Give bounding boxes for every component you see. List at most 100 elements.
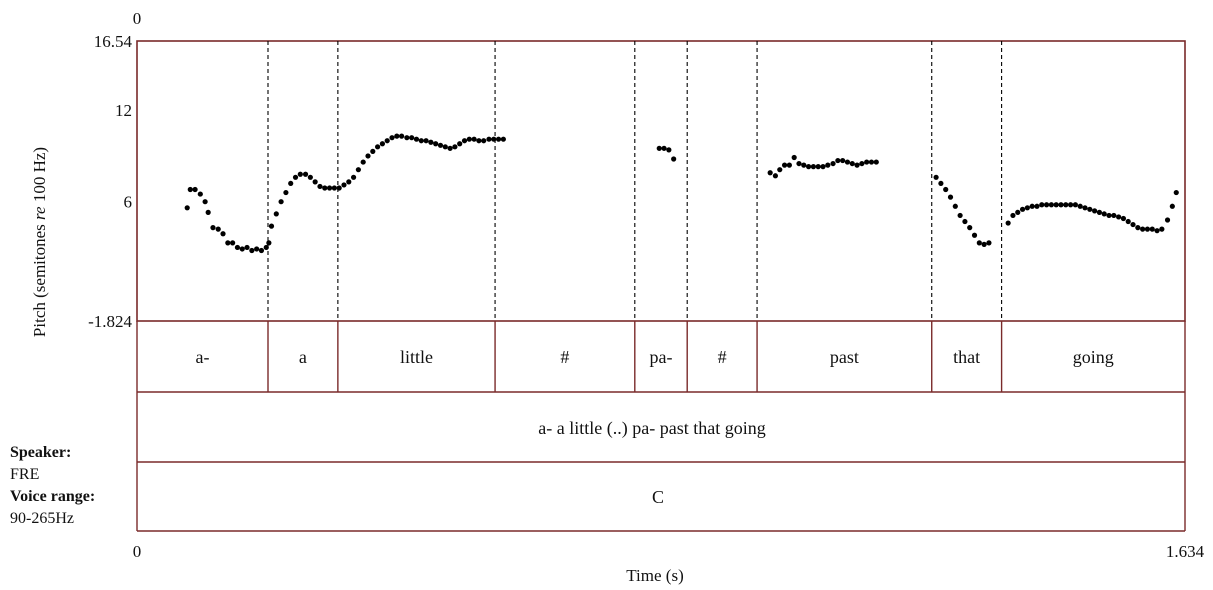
pitch-point: [1106, 212, 1112, 219]
pitch-point: [1096, 209, 1103, 215]
word-label: a: [299, 347, 307, 367]
word-tier: a-a little # pa- # past that going: [196, 347, 1114, 367]
pitch-point: [1077, 203, 1083, 209]
pitch-point: [1072, 202, 1078, 208]
pitch-point: [830, 160, 836, 167]
pitch-point: [312, 179, 318, 185]
pitch-point: [331, 185, 337, 191]
pitch-point: [326, 185, 333, 191]
pitch-point: [1043, 202, 1050, 208]
pitch-point: [278, 199, 284, 205]
pitch-point: [967, 225, 973, 231]
word-label: #: [718, 347, 727, 367]
pitch-point: [962, 218, 968, 225]
pitch-point: [825, 162, 831, 168]
pitch-point: [399, 133, 405, 139]
pitch-point: [796, 160, 802, 167]
pitch-point: [815, 164, 821, 170]
pitch-point: [854, 162, 860, 168]
pitch-point: [205, 209, 211, 215]
pitch-point: [786, 162, 792, 168]
pitch-point: [322, 185, 328, 191]
pitch-point: [1101, 211, 1107, 217]
pitch-point: [266, 240, 272, 246]
pitch-frame: [136, 40, 1186, 322]
pitch-point: [864, 159, 870, 165]
pitch-point: [341, 182, 347, 188]
type-tier-text: C: [652, 487, 664, 507]
y-tick-label: 6: [124, 193, 133, 212]
pitch-point: [810, 164, 816, 170]
word-label: a-: [196, 347, 210, 367]
word-label: pa-: [650, 347, 673, 367]
y-axis-title: Pitch (semitones re 100 Hz): [30, 147, 49, 337]
pitch-point: [302, 171, 309, 177]
tier-frames: [136, 321, 1186, 532]
word-label: that: [953, 347, 980, 367]
pitch-point: [1111, 212, 1117, 219]
pitch-point: [1159, 226, 1165, 232]
pitch-point: [1058, 202, 1064, 208]
pitch-point: [849, 160, 855, 167]
pitch-point: [249, 247, 255, 254]
pitch-point: [844, 159, 851, 165]
y-tick-labels: 16.54 12 6 -1.824: [88, 32, 132, 331]
pitch-point: [868, 159, 875, 165]
pitch-point: [384, 138, 390, 144]
pitch-point: [938, 180, 944, 187]
word-label: going: [1073, 347, 1114, 367]
pitch-point: [1029, 203, 1035, 209]
pitch-point: [1053, 202, 1059, 208]
pitch-point: [981, 241, 987, 247]
pitch-point: [230, 240, 236, 246]
pitch-point: [350, 174, 357, 180]
pitch-point: [1024, 205, 1030, 211]
pitch-point: [1082, 205, 1088, 211]
pitch-point: [437, 142, 444, 148]
pitch-point: [1010, 212, 1016, 219]
pitch-point: [268, 223, 275, 229]
pitch-point: [1120, 215, 1127, 222]
pitch-point: [283, 189, 289, 196]
pitch-point: [365, 153, 371, 159]
pitch-point: [297, 171, 303, 177]
pitch-point: [466, 136, 472, 142]
pitch-point: [234, 244, 241, 251]
pitch-point: [307, 174, 313, 180]
pitch-point: [428, 139, 434, 145]
pitch-point: [263, 244, 269, 251]
pitch-point: [976, 240, 982, 246]
pitch-point: [197, 191, 203, 197]
pitch-point: [184, 205, 190, 211]
pitch-point: [1173, 189, 1179, 196]
pitch-point: [336, 185, 342, 191]
pitch-point: [375, 144, 381, 150]
pitch-point: [777, 167, 783, 173]
pitch-point: [1087, 206, 1093, 212]
pitch-point: [986, 240, 992, 246]
pitch-point: [461, 138, 468, 144]
pitch-point: [1125, 218, 1131, 225]
pitch-point: [1169, 203, 1175, 209]
pitch-point: [215, 226, 221, 232]
pitch-point: [273, 211, 279, 217]
pitch-point: [481, 138, 487, 144]
pitch-point: [476, 138, 482, 144]
pitch-point: [859, 160, 865, 167]
pitch-point: [457, 141, 463, 147]
pitch-point: [409, 135, 415, 141]
pitch-point: [791, 154, 797, 161]
pitch-point: [220, 231, 226, 237]
pitch-point: [1149, 226, 1155, 232]
x-tick-end: 1.634: [1166, 542, 1205, 561]
pitch-points: [184, 133, 1179, 254]
pitch-point: [1135, 225, 1141, 231]
word-label: #: [560, 347, 569, 367]
pitch-point: [671, 156, 677, 162]
pitch-point: [413, 136, 420, 142]
pitch-point: [1067, 202, 1074, 208]
pitch-point: [666, 147, 672, 153]
speaker-label: Speaker:: [10, 444, 72, 461]
pitch-point: [1154, 228, 1160, 234]
